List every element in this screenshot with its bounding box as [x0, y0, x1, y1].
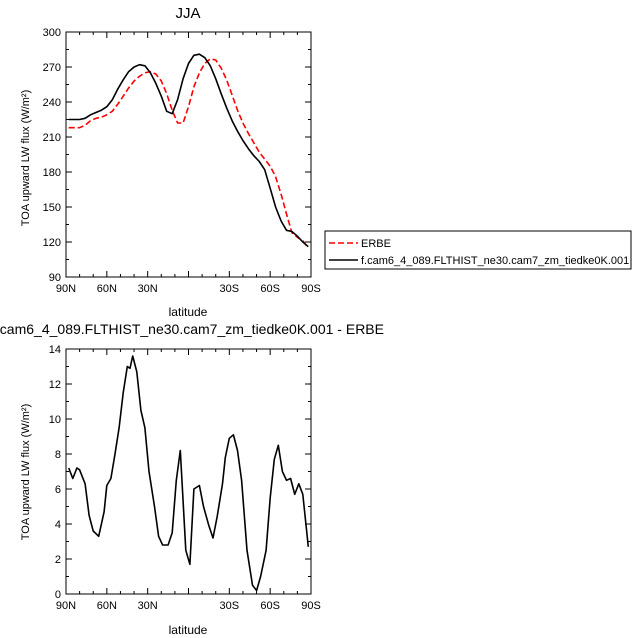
- top-plot-frame: [65, 31, 312, 278]
- x-tick-label: 30N: [138, 283, 158, 295]
- x-tick-label: 60N: [97, 600, 117, 612]
- y-tick-label: 10: [49, 414, 61, 426]
- x-tick-label: 60S: [260, 600, 280, 612]
- y-tick-label: 8: [55, 449, 61, 461]
- series-line-0-1: [68, 53, 309, 248]
- x-tick-label: 90S: [301, 283, 321, 295]
- y-tick-label: 2: [55, 554, 61, 566]
- x-tick-label: 60S: [260, 283, 280, 295]
- y-tick-label: 300: [43, 27, 61, 39]
- x-tick-label: 90N: [56, 283, 76, 295]
- legend: ERBE f.cam6_4_089.FLTHIST_ne30.cam7_zm_t…: [324, 230, 632, 270]
- series-line-0-0: [68, 57, 309, 249]
- x-tick-label: 60N: [97, 283, 117, 295]
- x-tick-label: 90N: [56, 600, 76, 612]
- bottom-y-axis-label: TOA upward LW flux (W/m²): [20, 404, 32, 541]
- legend-erbe-label: ERBE: [361, 238, 391, 250]
- bottom-x-axis-label: latitude: [169, 623, 208, 637]
- y-tick-label: 180: [43, 167, 61, 179]
- bottom-panel: f.cam6_4_089.FLTHIST_ne30.cam7_zm_tiedke…: [0, 321, 384, 637]
- top-x-axis-label: latitude: [169, 305, 208, 319]
- bottom-axis-ticks: 90N 60N 30N 30S 60S 90S 0 2 4 6 8 10 12 14: [49, 344, 321, 612]
- top-chart-title: JJA: [175, 5, 200, 22]
- y-tick-label: 210: [43, 132, 61, 144]
- y-tick-label: 270: [43, 62, 61, 74]
- top-axis-ticks: 90N 60N 30N 30S 60S 90S 90 120 150 180 210 240 270 30…: [43, 27, 321, 295]
- series-line-1-0: [67, 355, 310, 592]
- legend-box: [324, 230, 632, 270]
- y-tick-label: 14: [49, 344, 61, 356]
- y-tick-label: 120: [43, 237, 61, 249]
- x-tick-label: 30S: [220, 600, 240, 612]
- y-tick-label: 0: [55, 589, 61, 601]
- y-tick-label: 4: [55, 519, 61, 531]
- x-tick-label: 90S: [301, 600, 321, 612]
- y-tick-label: 6: [55, 484, 61, 496]
- legend-model-label: f.cam6_4_089.FLTHIST_ne30.cam7_zm_tiedke…: [361, 255, 629, 267]
- bottom-plot-frame: [65, 348, 312, 595]
- x-tick-label: 30S: [220, 283, 240, 295]
- top-y-axis-label: TOA upward LW flux (W/m²): [20, 90, 32, 227]
- y-tick-label: 240: [43, 97, 61, 109]
- top-series-lines: [68, 53, 309, 249]
- bottom-chart-title: f.cam6_4_089.FLTHIST_ne30.cam7_zm_tiedke…: [0, 321, 384, 337]
- x-tick-label: 30N: [138, 600, 158, 612]
- y-tick-label: 150: [43, 202, 61, 214]
- y-tick-label: 90: [49, 272, 61, 284]
- top-panel: JJA latitude TOA upward LW flux (W/m²) 9…: [20, 5, 321, 319]
- bottom-series-lines: [67, 355, 310, 592]
- y-tick-label: 12: [49, 379, 61, 391]
